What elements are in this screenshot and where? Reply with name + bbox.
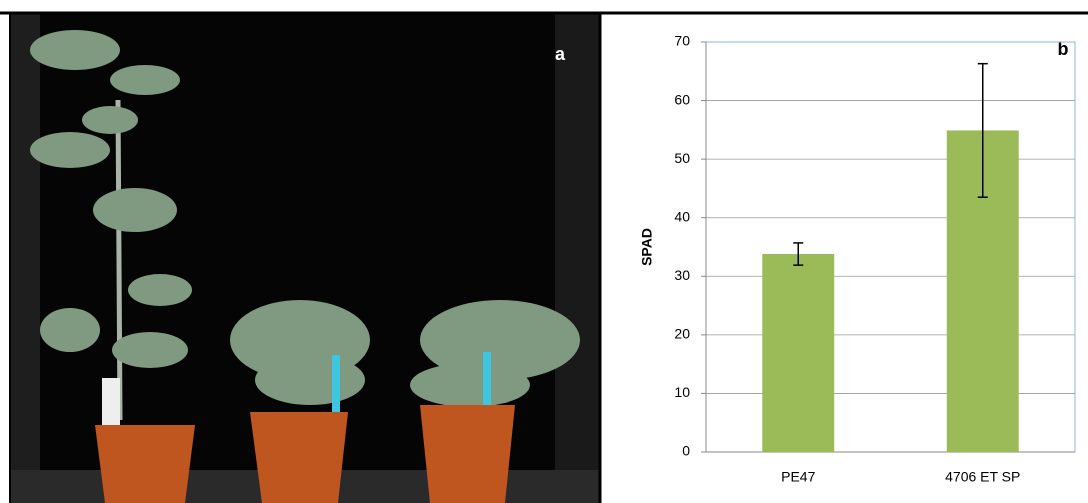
y-tick-label: 0: [682, 443, 690, 459]
y-tick-label: 30: [674, 267, 690, 283]
y-tick-label: 10: [674, 384, 690, 400]
y-tick-label: 70: [674, 33, 690, 49]
photo: a: [10, 14, 600, 503]
panel-label: a: [555, 44, 566, 64]
x-tick-label: 4706 ET SP: [945, 469, 1020, 485]
tag: [332, 355, 340, 415]
error-bar: [793, 242, 804, 266]
x-tick-label: PE47: [781, 469, 815, 485]
pots: [95, 405, 515, 503]
drape: [10, 14, 40, 503]
y-tick-label: 40: [674, 208, 690, 224]
error-bar: [977, 62, 988, 198]
y-tick-label: 20: [674, 326, 690, 342]
bar: [762, 254, 835, 452]
y-tick-label: 50: [674, 150, 690, 166]
y-tick-label: 60: [674, 91, 690, 107]
leaves: [30, 30, 580, 407]
panel-label: b: [1058, 39, 1069, 59]
tag: [483, 352, 491, 412]
y-axis-label: SPAD: [639, 228, 655, 266]
stem: [115, 99, 123, 421]
tag: [102, 378, 120, 428]
drape: [555, 14, 600, 503]
